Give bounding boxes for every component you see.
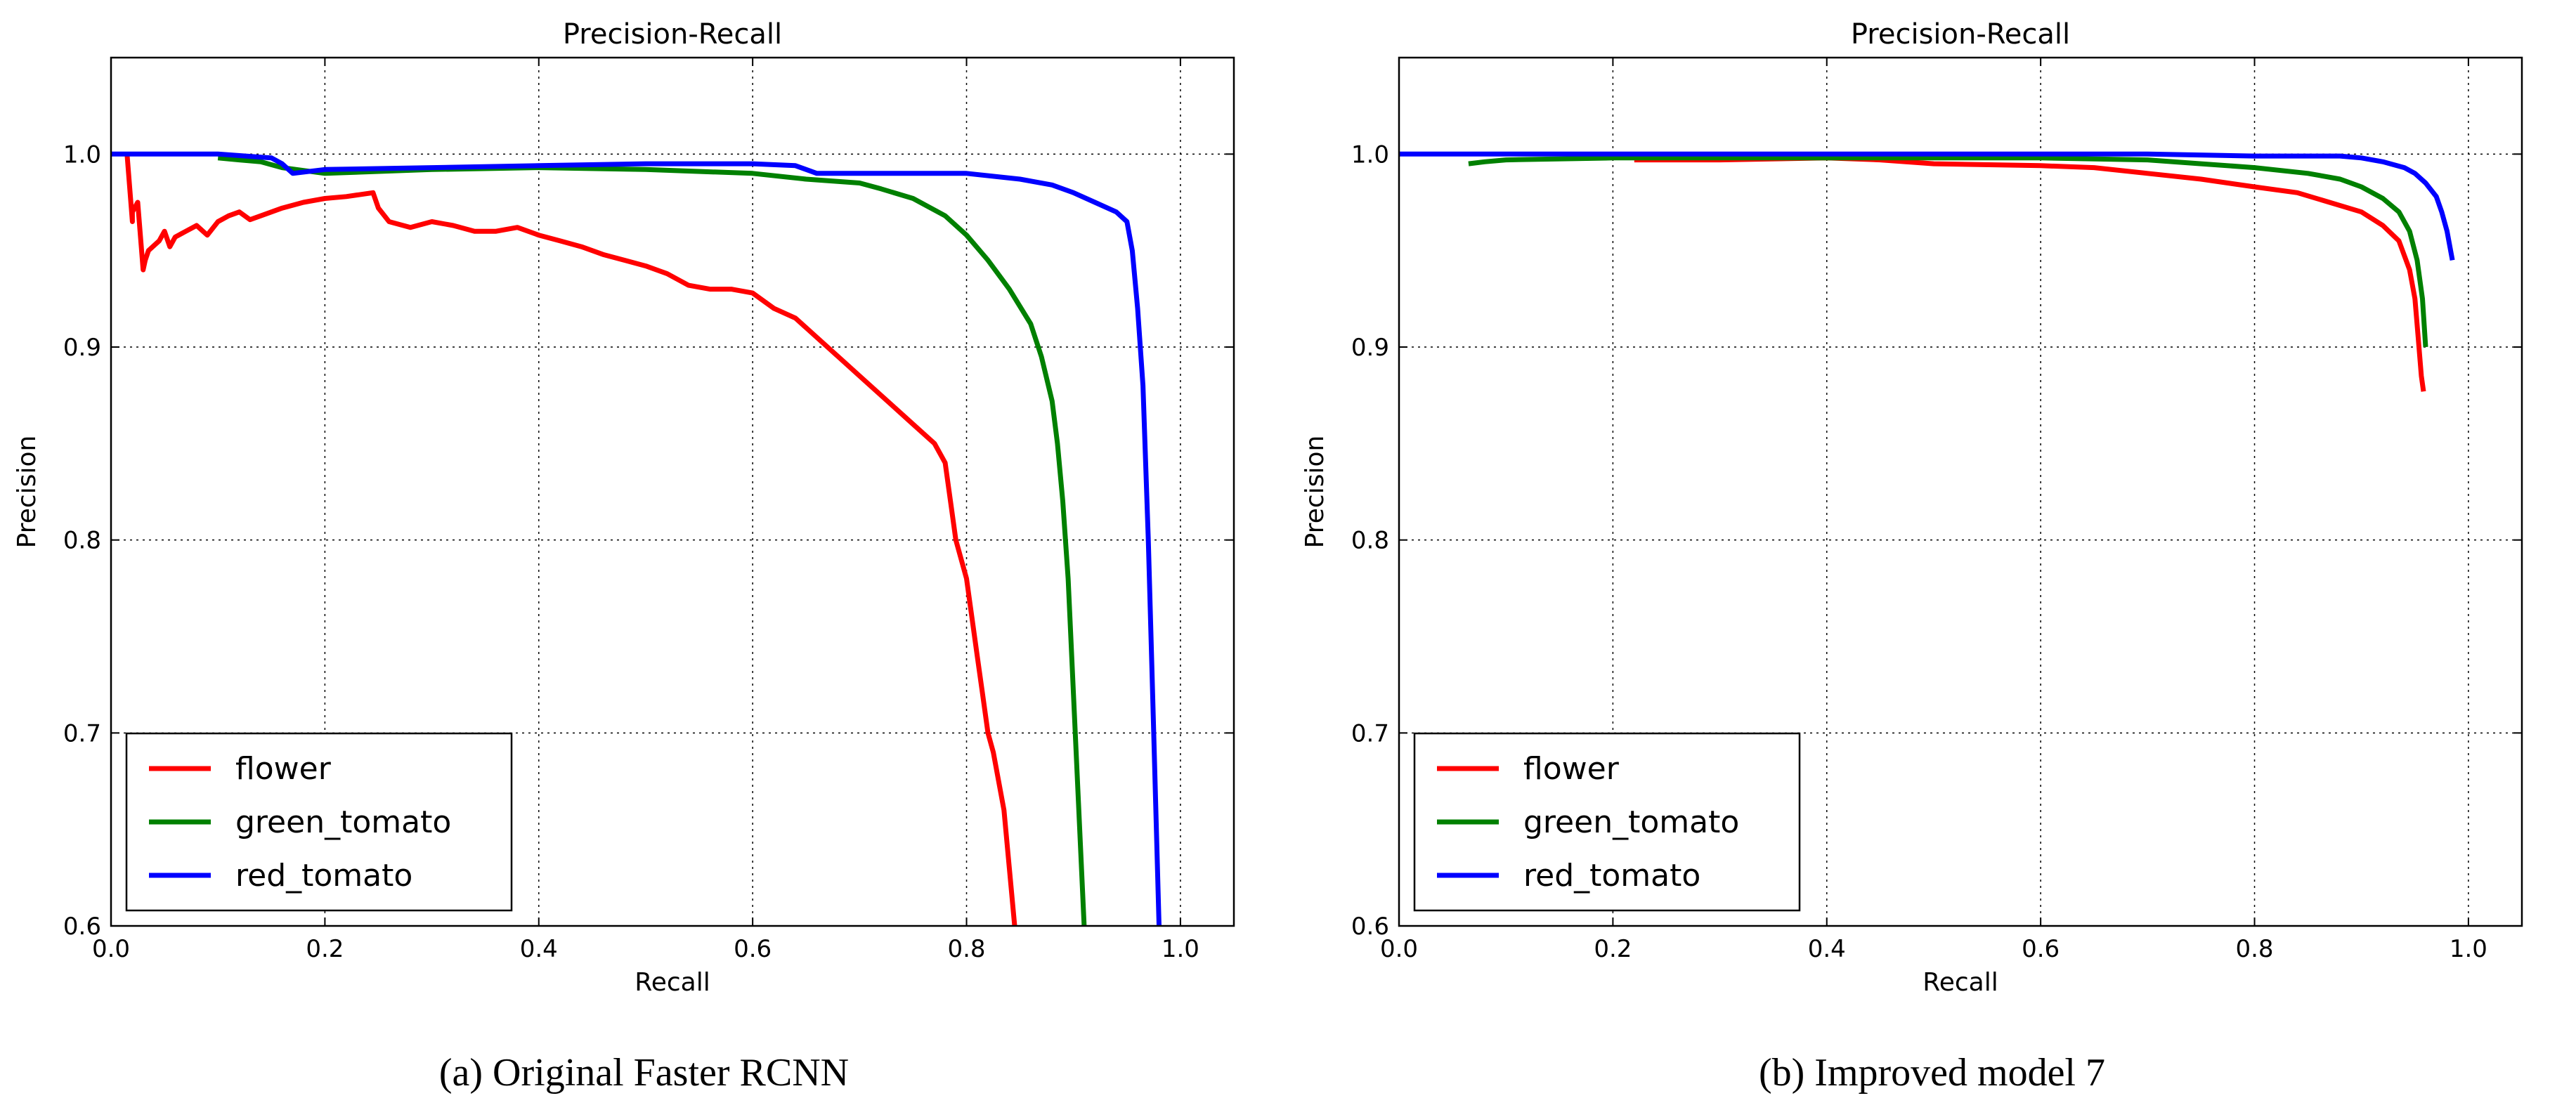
- legend: flower green_tomato red_tomato: [1413, 732, 1801, 912]
- x-tick-label: 0.8: [2235, 935, 2273, 963]
- y-tick-label: 0.8: [63, 527, 101, 555]
- legend: flower green_tomato red_tomato: [125, 732, 513, 912]
- x-axis-label: Recall: [1923, 968, 1998, 997]
- series-line-flower: [1634, 155, 2426, 392]
- x-tick-label: 0.2: [306, 935, 344, 963]
- x-tick-label: 1.0: [2450, 935, 2487, 963]
- x-tick-label: 0.8: [947, 935, 985, 963]
- x-tick-label: 0.0: [92, 935, 130, 963]
- x-axis-label: Recall: [635, 968, 710, 997]
- y-tick-label: 1.0: [1351, 141, 1389, 169]
- legend-label-green-tomato: green_tomato: [235, 804, 451, 840]
- legend-label-red-tomato: red_tomato: [1523, 858, 1700, 894]
- legend-label-flower: flower: [235, 751, 332, 787]
- series-line-red-tomato: [1399, 151, 2455, 261]
- series-line-green-tomato: [217, 155, 1087, 926]
- y-tick-label: 0.6: [63, 913, 101, 941]
- x-tick-label: 0.6: [734, 935, 772, 963]
- plot-frame: [1398, 56, 2523, 927]
- chart-panel-a: Precision-Recall 0.0 0.2 0.4 0.6 0.8 1.0 0.6 0.7…: [13, 18, 1235, 1095]
- caption-a: (a) Original Faster RCNN: [438, 1051, 850, 1095]
- y-axis-label: Precision: [1301, 436, 1329, 549]
- legend-label-flower: flower: [1523, 751, 1620, 787]
- x-tick-label: 0.2: [1594, 935, 1632, 963]
- x-tick-label: 0.0: [1380, 935, 1418, 963]
- chart-title: Precision-Recall: [1851, 18, 2070, 51]
- y-tick-label: 0.6: [1351, 913, 1389, 941]
- series-line-green-tomato: [1468, 155, 2428, 348]
- x-tick-label: 0.4: [1808, 935, 1846, 963]
- plot-frame: [110, 56, 1235, 927]
- y-tick-label: 1.0: [63, 141, 101, 169]
- caption-b: (b) Improved model 7: [1759, 1051, 2105, 1095]
- y-tick-label: 0.9: [63, 334, 101, 362]
- chart-panel-b: Precision-Recall 0.0 0.2 0.4 0.6 0.8 1.0 0.6 0.7…: [1288, 0, 2576, 1117]
- x-tick-label: 1.0: [1162, 935, 1199, 963]
- chart-title: Precision-Recall: [563, 18, 782, 51]
- chart-a-svg: Precision-Recall 0.0 0.2 0.4 0.6 0.8 1.0 0.6 0.7…: [13, 18, 1235, 997]
- y-tick-label: 0.7: [1351, 719, 1389, 747]
- chart-b-svg: Precision-Recall 0.0 0.2 0.4 0.6 0.8 1.0 0.6 0.7…: [1301, 18, 2523, 997]
- y-tick-label: 0.7: [63, 719, 101, 747]
- y-tick-label: 0.9: [1351, 334, 1389, 362]
- y-axis-label: Precision: [13, 436, 41, 549]
- x-tick-label: 0.4: [520, 935, 558, 963]
- series-line-flower: [124, 154, 1017, 926]
- legend-label-red-tomato: red_tomato: [235, 858, 412, 894]
- x-tick-label: 0.6: [2022, 935, 2060, 963]
- legend-label-green-tomato: green_tomato: [1523, 804, 1739, 840]
- series-line-red-tomato: [111, 151, 1162, 926]
- y-tick-label: 0.8: [1351, 527, 1389, 555]
